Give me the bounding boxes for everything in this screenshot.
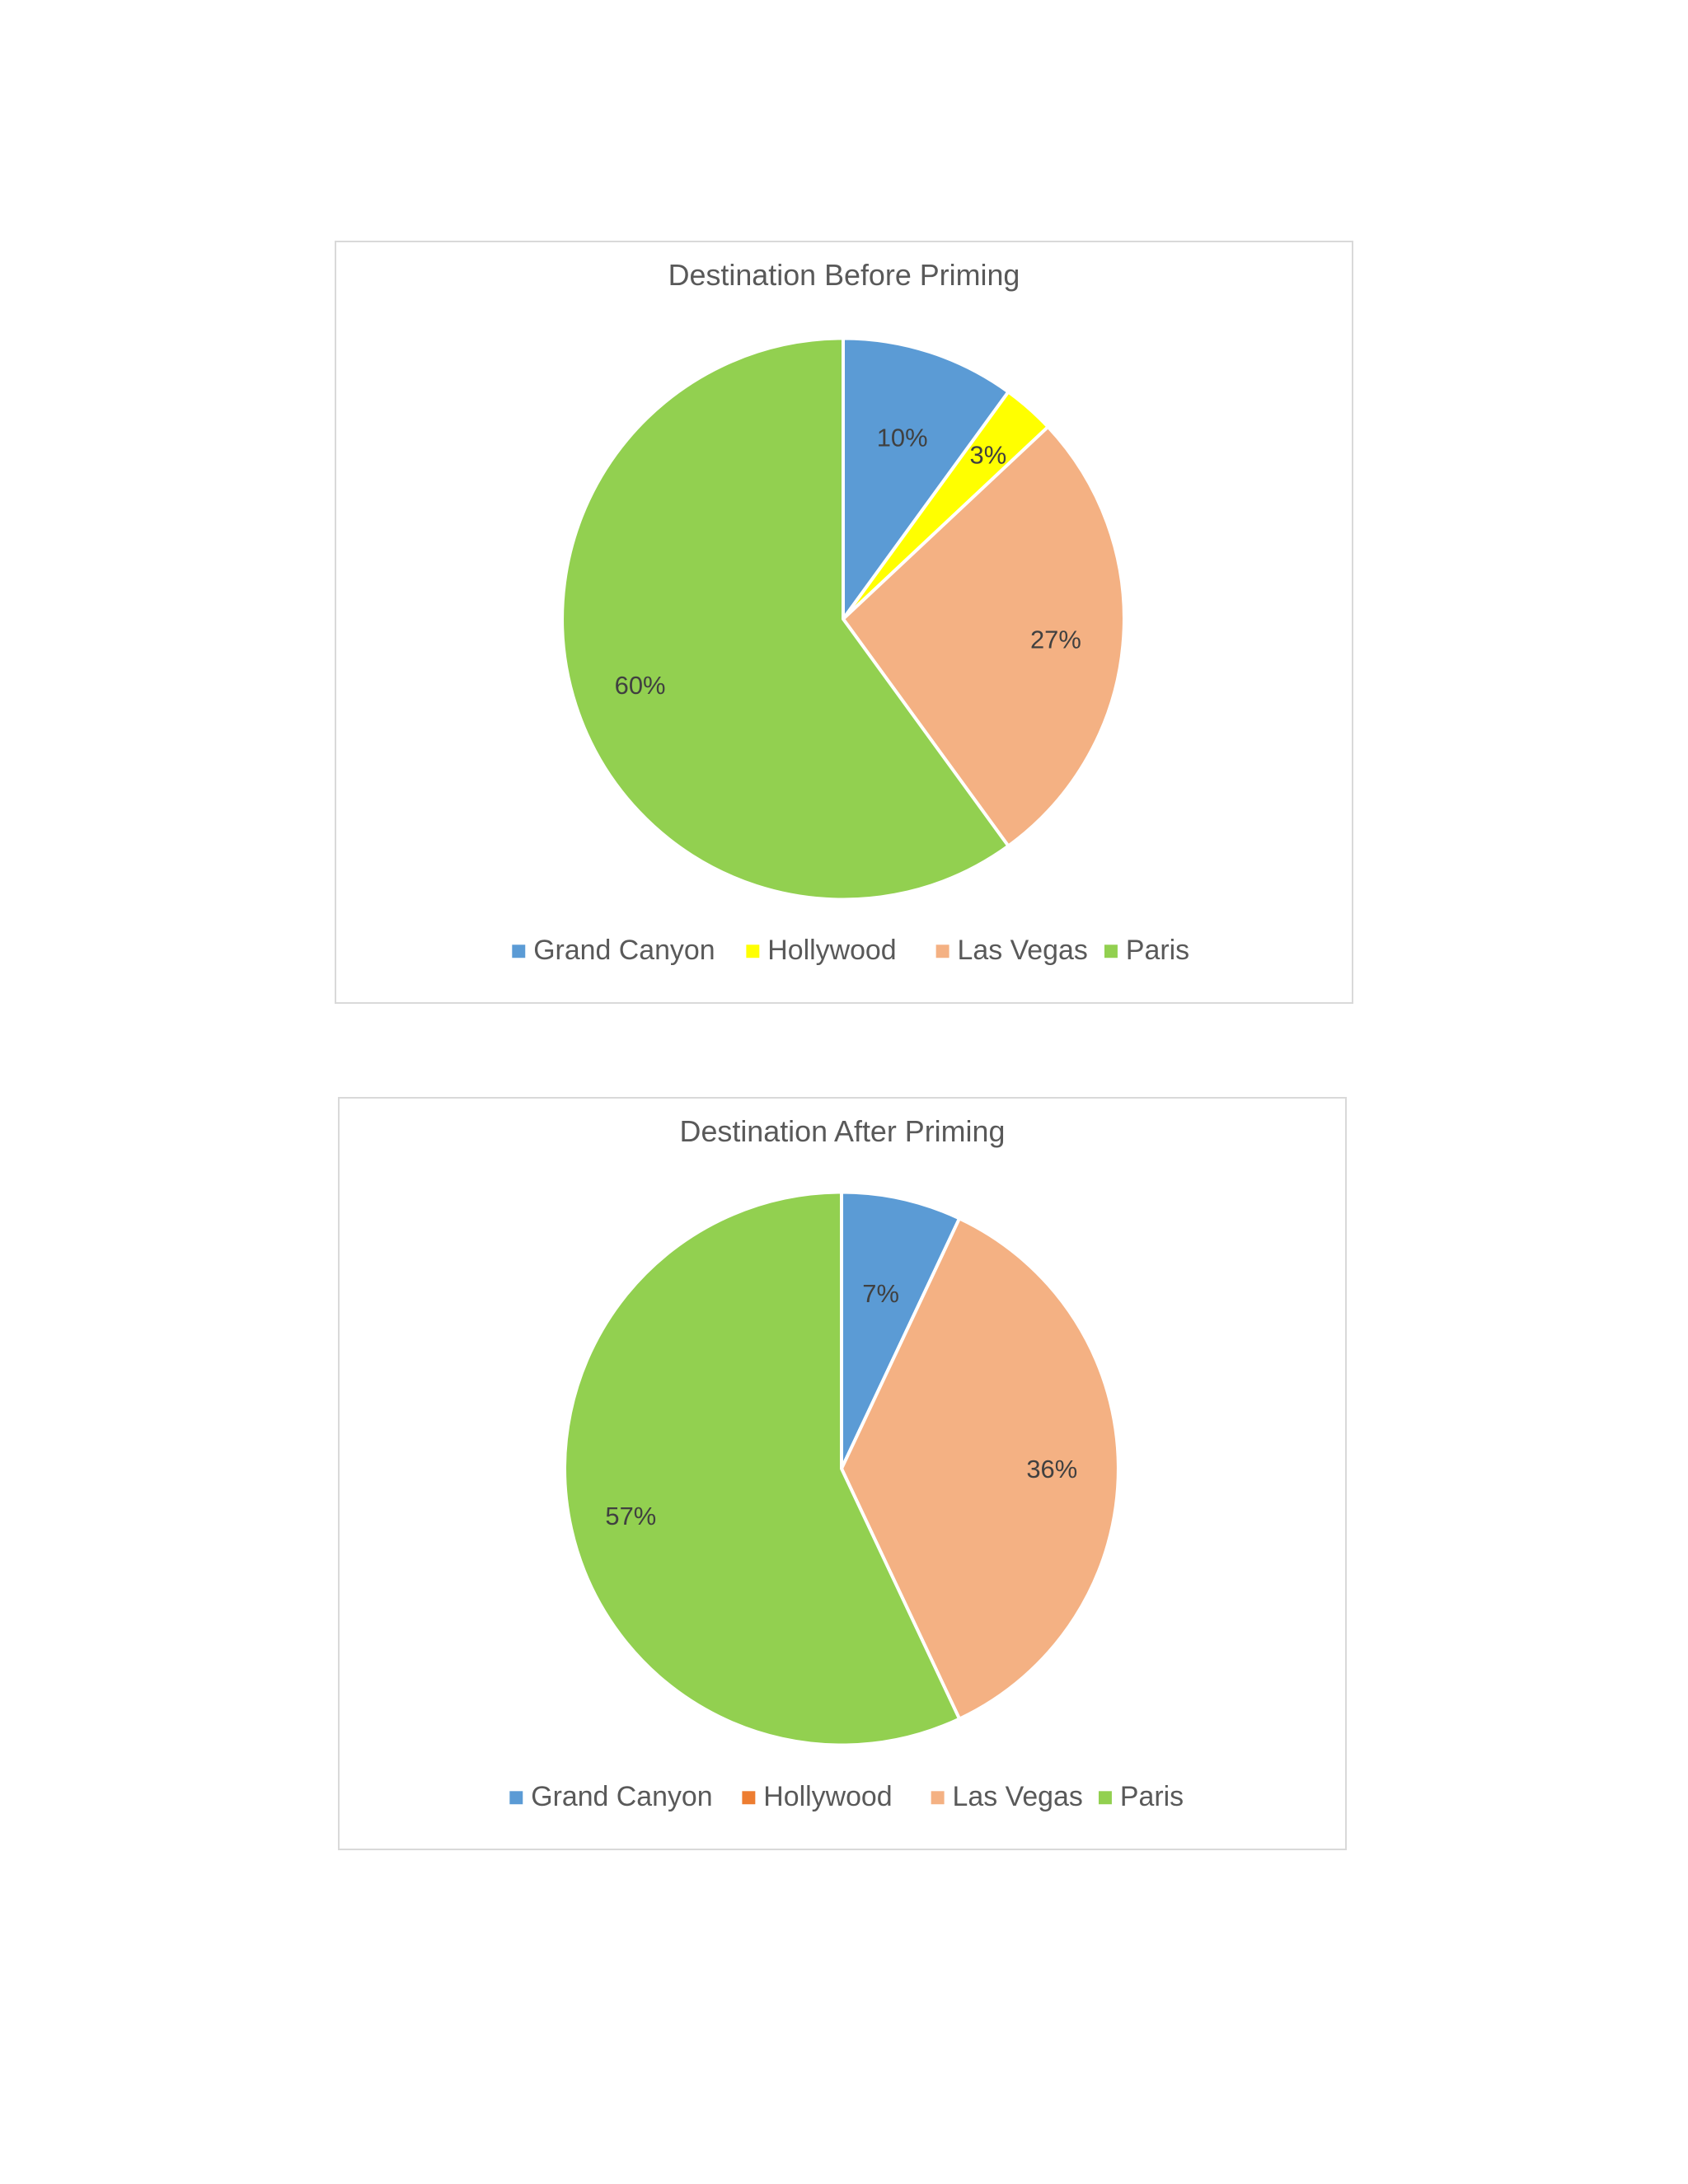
data-label-las-vegas: 36%	[1026, 1455, 1077, 1483]
legend-swatch-paris	[1098, 1791, 1112, 1805]
data-label-grand-canyon: 10%	[877, 424, 928, 452]
chart-legend: Grand Canyon Hollywood Las Vegas Paris	[509, 1781, 1184, 1812]
chart-legend: Grand Canyon Hollywood Las Vegas Paris	[512, 935, 1189, 966]
legend-swatch-las-vegas	[935, 944, 950, 958]
data-label-hollywood: 3%	[970, 441, 1007, 470]
legend-label-las-vegas: Las Vegas	[958, 935, 1088, 966]
legend-label-paris: Paris	[1120, 1781, 1184, 1812]
chart-destination-before: Destination Before Priming 10% 3% 27% 60% Gr…	[335, 241, 1353, 1004]
pie-slice-paris	[563, 1190, 962, 1747]
pie-chart-after: Destination After Priming 7% 36% 57% Grand …	[509, 1115, 1184, 1812]
pie-chart-before: Destination Before Priming 10% 3% 27% 60% Gr…	[512, 259, 1189, 966]
legend-swatch-hollywood	[746, 944, 760, 958]
pie-slice-grand-canyon	[842, 336, 1010, 621]
legend-label-paris: Paris	[1126, 935, 1189, 966]
legend-label-hollywood: Hollywood	[763, 1781, 892, 1812]
legend-label-las-vegas: Las Vegas	[953, 1781, 1083, 1812]
legend-label-grand-canyon: Grand Canyon	[531, 1781, 712, 1812]
legend-label-hollywood: Hollywood	[767, 935, 896, 966]
legend-swatch-grand-canyon	[509, 1791, 523, 1805]
pie-slice-grand-canyon	[840, 1190, 962, 1471]
legend-swatch-las-vegas	[931, 1791, 945, 1805]
data-label-grand-canyon: 7%	[862, 1279, 899, 1308]
legend-swatch-hollywood	[742, 1791, 756, 1805]
pie-slices	[560, 336, 1126, 902]
pie-slice-las-vegas	[840, 1216, 1120, 1721]
data-label-paris: 57%	[605, 1502, 656, 1530]
data-label-las-vegas: 27%	[1030, 625, 1081, 654]
data-label-paris: 60%	[615, 671, 666, 700]
pie-slice-las-vegas	[842, 424, 1126, 848]
pie-slice-paris	[560, 336, 1010, 902]
chart-title: Destination After Priming	[680, 1115, 1006, 1148]
legend-swatch-grand-canyon	[512, 944, 526, 958]
pie-slices	[563, 1190, 1120, 1747]
legend-swatch-paris	[1104, 944, 1118, 958]
chart-destination-after: Destination After Priming 7% 36% 57% Grand …	[338, 1097, 1347, 1850]
legend-label-grand-canyon: Grand Canyon	[533, 935, 715, 966]
chart-title: Destination Before Priming	[668, 259, 1020, 292]
